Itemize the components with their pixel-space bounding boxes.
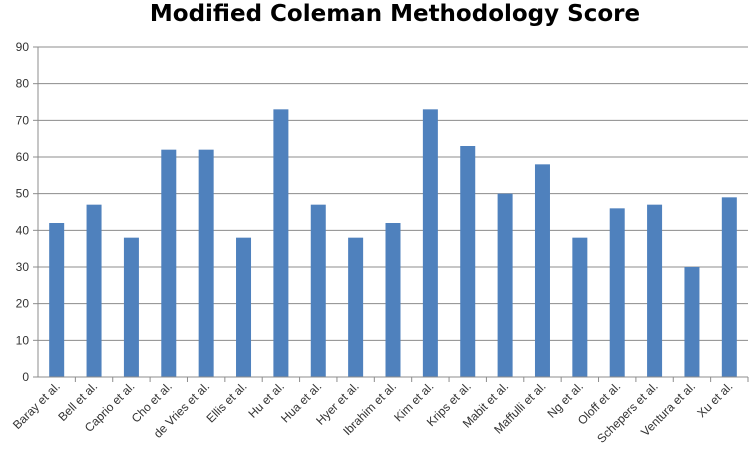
- y-tick-label: 50: [16, 187, 30, 201]
- bar: [422, 109, 438, 377]
- bar: [273, 109, 289, 377]
- y-tick-label: 60: [16, 150, 30, 164]
- y-tick-label: 10: [16, 333, 30, 347]
- x-tick-label: Ellis et al.: [203, 379, 249, 425]
- x-tick-labels: Baray et al.Bell et al.Caprio et al.Cho …: [10, 379, 735, 446]
- bar: [572, 237, 588, 377]
- chart-title: Modified Coleman Methodology Score: [149, 1, 641, 27]
- bar: [310, 204, 326, 377]
- y-tick-label: 0: [22, 370, 29, 384]
- bar: [86, 204, 102, 377]
- bar: [534, 164, 550, 377]
- bar: [460, 146, 476, 377]
- bar: [161, 149, 177, 377]
- bar: [123, 237, 139, 377]
- y-tick-label: 90: [16, 40, 30, 54]
- y-tick-label: 30: [16, 260, 30, 274]
- bar: [721, 197, 737, 377]
- y-tick-labels: 0 10 20 30 40 50 60 70 80 90: [16, 40, 30, 384]
- y-tick-label: 70: [16, 113, 30, 127]
- bar: [647, 204, 663, 377]
- x-tick-label: Baray et al.: [10, 379, 63, 432]
- bar: [385, 223, 401, 377]
- bar: [609, 208, 625, 377]
- y-tick-label: 80: [16, 77, 30, 91]
- bar: [49, 223, 65, 377]
- bars: [49, 109, 737, 377]
- bar: [236, 237, 252, 377]
- axes: [33, 46, 749, 382]
- bar: [497, 193, 513, 377]
- y-tick-label: 40: [16, 223, 30, 237]
- bar: [198, 149, 214, 377]
- x-tick-label: Xu et al.: [694, 379, 735, 420]
- bar: [348, 237, 364, 377]
- bar: [684, 267, 700, 377]
- y-tick-label: 20: [16, 297, 30, 311]
